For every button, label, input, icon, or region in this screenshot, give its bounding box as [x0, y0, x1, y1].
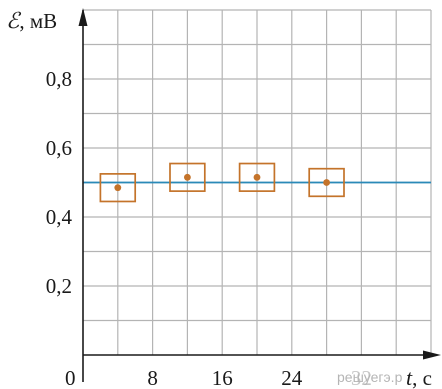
x-axis-title-background: [403, 364, 442, 389]
watermark-background: [334, 366, 408, 388]
y-axis-variable: ℰ: [6, 8, 22, 33]
error-box: [308, 167, 345, 198]
x-axis-unit: , с: [412, 366, 432, 389]
error-box: [238, 162, 276, 192]
y-tick-label: 0,4: [46, 205, 73, 229]
x-tick-label: 16: [212, 366, 233, 389]
data-points: [99, 162, 345, 203]
data-point: [114, 184, 122, 192]
grid: [83, 9, 432, 355]
x-axis-title: t, с: [406, 365, 432, 389]
watermark: решуегэ.рф: [337, 369, 414, 385]
x-tick-label: 24: [281, 366, 303, 389]
error-box: [169, 162, 206, 192]
axes: [78, 8, 441, 382]
data-point: [184, 173, 191, 181]
x-axis-variable: t: [406, 365, 413, 389]
y-axis-arrow: [78, 8, 88, 26]
x-axis-arrow: [423, 350, 441, 360]
x-tick-label: 8: [147, 366, 158, 389]
y-tick-label: 0,2: [46, 274, 72, 298]
data-point: [323, 179, 330, 186]
y-axis-unit: , мВ: [19, 9, 57, 33]
y-axis-title: ℰ, мВ: [6, 8, 57, 33]
data-point: [253, 173, 261, 181]
y-tick-label: 0,6: [46, 136, 72, 160]
origin-label: 0: [65, 366, 76, 389]
tick-labels: 81624320,20,40,60,8: [46, 67, 372, 389]
error-box: [99, 173, 137, 203]
y-tick-label: 0,8: [46, 67, 72, 91]
